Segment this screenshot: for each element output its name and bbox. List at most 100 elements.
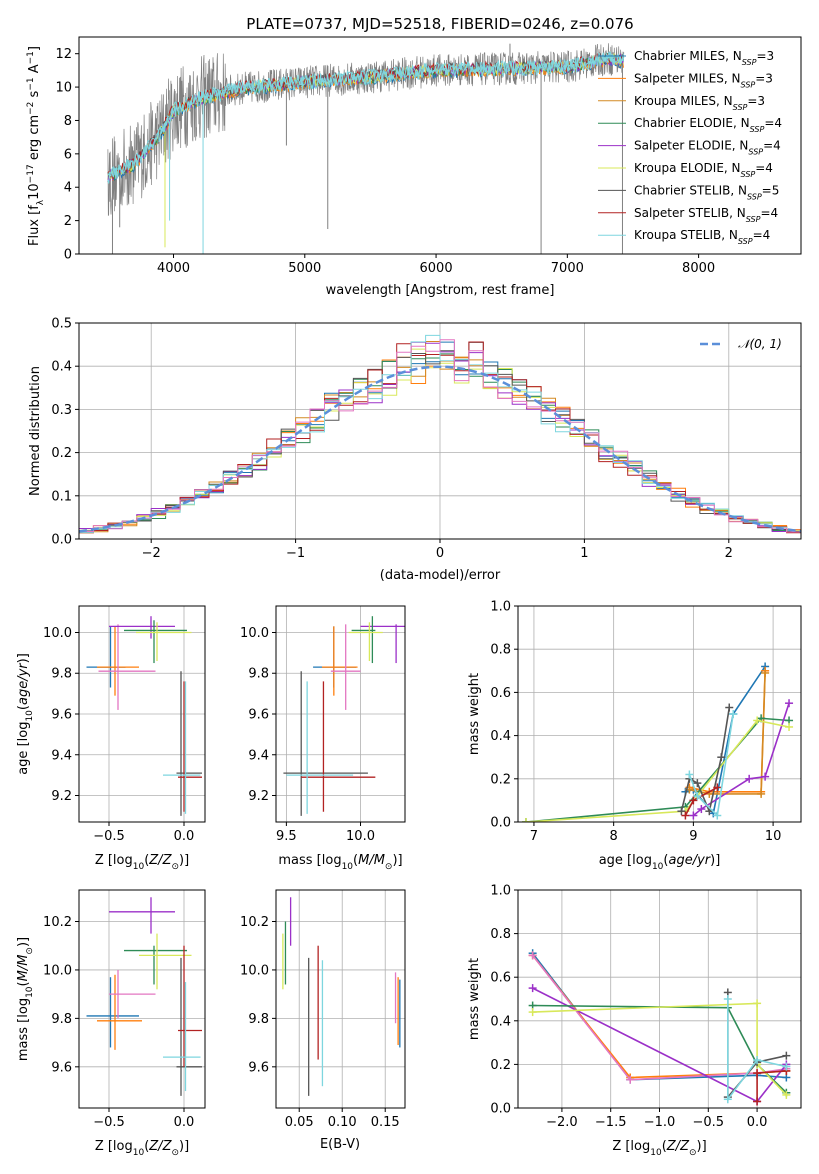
y-tick-label: 0.0 bbox=[490, 1102, 511, 1117]
x-tick-label: −2.0 bbox=[546, 1115, 578, 1130]
y-tick-label: 0 bbox=[64, 248, 72, 263]
mass-vs-Z-frame bbox=[78, 889, 206, 1109]
weight-line bbox=[680, 707, 731, 814]
legend-entry: Kroupa ELODIE, NSSP=4 bbox=[634, 161, 773, 179]
x-tick-label: 0.0 bbox=[174, 1115, 195, 1130]
y-tick-label: 0.6 bbox=[490, 686, 511, 701]
y-tick-label: 10.0 bbox=[43, 963, 72, 978]
y-tick-label: 1.0 bbox=[490, 884, 511, 899]
x-tick-label: 6000 bbox=[420, 261, 453, 276]
gaussian-curve bbox=[79, 365, 801, 533]
weight-vs-Z-xlabel: Z [log10(Z/Z⊙)] bbox=[612, 1139, 706, 1158]
age-vs-Z-xlabel: Z [log10(Z/Z⊙)] bbox=[95, 853, 189, 872]
y-tick-label: 10.0 bbox=[43, 626, 72, 641]
y-tick-label: 10.2 bbox=[43, 915, 72, 930]
weight-vs-Z-plot bbox=[528, 949, 791, 1106]
y-tick-label: 10.0 bbox=[240, 626, 269, 641]
y-tick-label: 0.6 bbox=[490, 971, 511, 986]
legend-entry: Kroupa MILES, NSSP=3 bbox=[634, 94, 765, 112]
y-tick-label: 9.6 bbox=[248, 1060, 269, 1075]
mass-vs-Z-plot bbox=[86, 897, 202, 1096]
y-tick-label: 12 bbox=[55, 47, 72, 62]
mass-vs-ebv-xlabel: E(B-V) bbox=[320, 1137, 360, 1152]
weight-line bbox=[688, 713, 734, 818]
histogram-xlabel: (data-model)/error bbox=[380, 568, 501, 583]
y-tick-label: 9.6 bbox=[51, 1060, 72, 1075]
x-tick-label: 7 bbox=[530, 829, 538, 844]
weight-line bbox=[525, 719, 790, 822]
histogram-ylabel: Normed distribution bbox=[28, 366, 43, 496]
weight-vs-Z-frame bbox=[517, 889, 802, 1109]
y-tick-label: 9.6 bbox=[51, 708, 72, 723]
x-tick-label: 0.0 bbox=[747, 1115, 768, 1130]
legend-entry: Salpeter ELODIE, NSSP=4 bbox=[634, 139, 781, 157]
y-tick-label: 9.8 bbox=[51, 667, 72, 682]
weight-vs-age-ylabel: mass weight bbox=[467, 673, 482, 755]
x-tick-label: 5000 bbox=[288, 261, 321, 276]
y-tick-label: 0.4 bbox=[490, 1014, 511, 1029]
age-vs-Z-plot bbox=[86, 616, 202, 816]
weight-line bbox=[726, 999, 787, 1102]
legend-entry: Chabrier STELIB, NSSP=5 bbox=[634, 183, 779, 201]
residual-histogram bbox=[79, 339, 801, 533]
y-tick-label: 9.2 bbox=[51, 789, 72, 804]
mass-vs-ebv-axes: 0.05 0.10 0.15 9.6 9.8 10.0 10.2 bbox=[240, 890, 405, 1130]
x-tick-label: 0.05 bbox=[285, 1115, 314, 1130]
x-tick-label: −0.5 bbox=[93, 1115, 125, 1130]
mass-vs-Z-xlabel: Z [log10(Z/Z⊙)] bbox=[95, 1139, 189, 1158]
y-tick-label: 0.2 bbox=[490, 772, 511, 787]
y-tick-label: 10 bbox=[55, 81, 72, 96]
weight-vs-age-plot bbox=[521, 662, 794, 822]
y-tick-label: 10.2 bbox=[240, 915, 269, 930]
spectrum-xlabel: wavelength [Angstrom, rest frame] bbox=[326, 283, 555, 298]
x-tick-label: 8 bbox=[610, 829, 618, 844]
x-tick-label: 9 bbox=[689, 829, 697, 844]
figure-title: PLATE=0737, MJD=52518, FIBERID=0246, z=0… bbox=[246, 15, 633, 33]
y-tick-label: 0.4 bbox=[490, 729, 511, 744]
weight-vs-age-xlabel: age [log10(age/yr)] bbox=[599, 853, 721, 872]
x-tick-label: 2 bbox=[725, 546, 733, 561]
legend-entry: Chabrier ELODIE, NSSP=4 bbox=[634, 116, 782, 134]
x-tick-label: −1.0 bbox=[644, 1115, 676, 1130]
x-tick-label: −0.5 bbox=[693, 1115, 725, 1130]
x-tick-label: 9.5 bbox=[276, 829, 297, 844]
age-vs-mass-axes: 9.5 10.0 9.2 9.4 9.6 9.8 10.0 bbox=[240, 606, 405, 844]
y-tick-label: 8 bbox=[64, 114, 72, 129]
weight-line bbox=[531, 954, 787, 1081]
y-tick-label: 9.8 bbox=[51, 1012, 72, 1027]
y-tick-label: 0.4 bbox=[51, 360, 72, 375]
spectrum-legend: Chabrier MILES, NSSP=3 Salpeter MILES, NS… bbox=[598, 49, 782, 246]
y-tick-label: 0.8 bbox=[490, 927, 511, 942]
x-tick-label: 0.0 bbox=[174, 829, 195, 844]
legend-entry: Salpeter MILES, NSSP=3 bbox=[634, 71, 773, 89]
y-tick-label: 0.5 bbox=[51, 317, 72, 332]
mass-vs-ebv-plot bbox=[282, 897, 401, 1096]
age-vs-Z-ylabel: age [log10(age/yr)] bbox=[16, 653, 35, 775]
x-tick-label: 0.15 bbox=[371, 1115, 400, 1130]
histogram-plot bbox=[79, 334, 801, 534]
x-tick-label: 10.0 bbox=[346, 829, 375, 844]
x-tick-label: −1.5 bbox=[595, 1115, 627, 1130]
y-tick-label: 0.1 bbox=[51, 489, 72, 504]
legend-entry: Chabrier MILES, NSSP=3 bbox=[634, 49, 774, 67]
x-tick-label: 10 bbox=[765, 829, 782, 844]
y-tick-label: 0.2 bbox=[51, 446, 72, 461]
y-tick-label: 10.0 bbox=[240, 963, 269, 978]
age-vs-mass-xlabel: mass [log10(M/M⊙)] bbox=[278, 853, 402, 872]
weight-vs-Z-ylabel: mass weight bbox=[467, 958, 482, 1040]
x-tick-label: 0 bbox=[436, 546, 444, 561]
model-spectrum-top bbox=[107, 51, 625, 184]
histogram-frame bbox=[78, 322, 802, 540]
y-tick-label: 0.3 bbox=[51, 403, 72, 418]
y-tick-label: 1.0 bbox=[490, 600, 511, 615]
age-vs-mass-plot bbox=[283, 616, 405, 816]
x-tick-label: 0.10 bbox=[328, 1115, 357, 1130]
legend-entry: Kroupa STELIB, NSSP=4 bbox=[634, 228, 770, 246]
age-vs-mass-frame bbox=[275, 605, 406, 823]
spectrum-frame bbox=[78, 36, 802, 255]
mass-vs-Z-ylabel: mass [log10(M/M⊙)] bbox=[16, 937, 35, 1061]
y-tick-label: 9.8 bbox=[248, 667, 269, 682]
x-tick-label: 8000 bbox=[682, 261, 715, 276]
y-tick-label: 6 bbox=[64, 147, 72, 162]
